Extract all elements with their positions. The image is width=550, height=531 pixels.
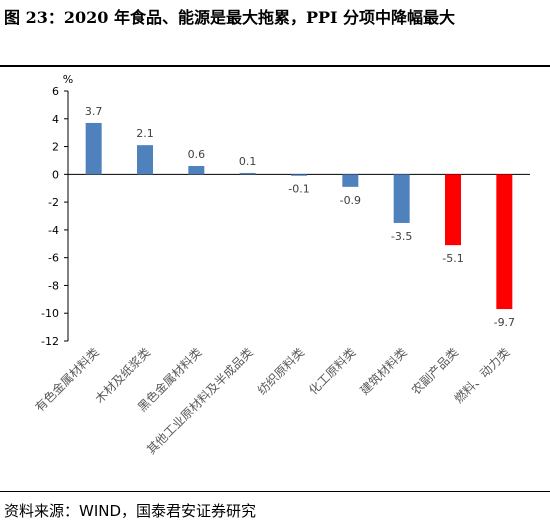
x-tick-label: 燃料、动力类 — [451, 345, 513, 407]
bar — [291, 174, 307, 175]
data-label: -0.9 — [340, 194, 361, 207]
bar — [342, 174, 358, 187]
data-label: -9.7 — [494, 316, 515, 329]
source-note: 资料来源：WIND，国泰君安证券研究 — [4, 500, 256, 521]
y-tick-label: -12 — [41, 335, 59, 348]
x-tick-label: 农副产品类 — [409, 345, 461, 397]
bar — [240, 173, 256, 174]
y-tick-label: -10 — [41, 307, 59, 320]
data-label: -3.5 — [391, 230, 412, 243]
data-label: -0.1 — [288, 183, 309, 196]
y-tick-label: -2 — [48, 196, 59, 209]
x-tick-label: 建筑材料类 — [357, 345, 410, 398]
y-tick-label: -6 — [48, 252, 59, 265]
data-label: 3.7 — [85, 105, 103, 118]
bottom-rule — [0, 491, 550, 492]
bar — [86, 123, 102, 174]
bar — [445, 174, 461, 245]
bar — [394, 174, 410, 223]
data-label: 2.1 — [136, 127, 154, 140]
bar-chart: 6420-2-4-6-8-10-12%3.7有色金属材料类2.1木材及纸浆类0.… — [0, 68, 550, 488]
figure-title: 图 23：2020 年食品、能源是最大拖累，PPI 分项中降幅最大 — [4, 4, 544, 31]
x-tick-label: 化工原料类 — [306, 345, 358, 397]
chart-area: 6 4 2 0 -2 -4 -6 -8 -10 -12% 3.7 有色金属材料类 2.1 木材及纸浆类 0.… — [0, 68, 550, 488]
data-label: 0.1 — [239, 155, 257, 168]
y-axis-unit: % — [63, 73, 73, 86]
y-tick-label: 4 — [52, 113, 59, 126]
x-tick-label: 其他工业原材料及半成品类 — [144, 345, 256, 457]
data-label: -5.1 — [442, 252, 463, 265]
y-tick-label: 2 — [52, 141, 59, 154]
bar — [496, 174, 512, 309]
data-label: 0.6 — [188, 148, 206, 161]
y-tick-label: 6 — [52, 85, 59, 98]
x-tick-label: 有色金属材料类 — [32, 345, 102, 415]
x-tick-label: 纺织原料类 — [255, 345, 307, 397]
bar — [188, 166, 204, 174]
top-rule — [0, 65, 550, 67]
y-tick-label: 0 — [52, 168, 59, 181]
y-tick-label: -8 — [48, 279, 59, 292]
y-tick-label: -4 — [48, 224, 59, 237]
bar — [137, 145, 153, 174]
